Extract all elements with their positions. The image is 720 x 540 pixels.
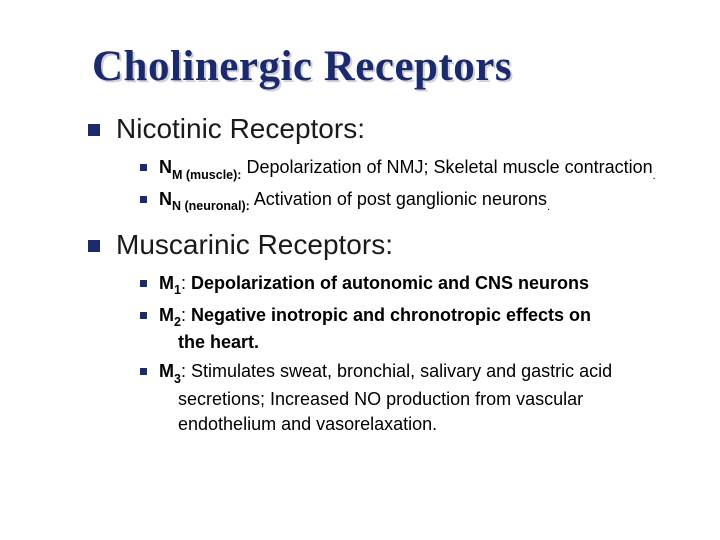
label-main: N — [159, 189, 172, 209]
square-bullet-icon — [140, 280, 147, 287]
item-desc-cont2: endothelium and vasorelaxation. — [178, 412, 612, 437]
item-text: M3: Stimulates sweat, bronchial, salivar… — [159, 359, 612, 437]
colon: : — [181, 361, 191, 381]
square-bullet-icon — [140, 312, 147, 319]
item-desc: Depolarization of NMJ; Skeletal muscle c… — [241, 157, 652, 177]
item-text: NM (muscle): Depolarization of NMJ; Skel… — [159, 155, 656, 183]
square-bullet-icon — [140, 368, 147, 375]
trailing-period: . — [653, 170, 656, 182]
item-text: M2: Negative inotropic and chronotropic … — [159, 303, 591, 356]
label-sub: M (muscle): — [172, 168, 241, 182]
section-nicotinic: Nicotinic Receptors: NM (muscle): Depola… — [88, 113, 720, 215]
list-item: NN (neuronal): Activation of post gangli… — [140, 187, 720, 215]
item-desc: Negative inotropic and chronotropic effe… — [191, 305, 591, 325]
colon: : — [181, 305, 191, 325]
label-main: N — [159, 157, 172, 177]
section-heading: Nicotinic Receptors: — [116, 113, 365, 145]
item-text: M1: Depolarization of autonomic and CNS … — [159, 271, 589, 299]
label-main: M — [159, 273, 174, 293]
item-desc: Depolarization of autonomic and CNS neur… — [191, 273, 589, 293]
slide-title: Cholinergic Receptors — [92, 42, 720, 91]
slide: Cholinergic Receptors Nicotinic Receptor… — [0, 0, 720, 540]
label-sub: N (neuronal): — [172, 199, 250, 213]
item-list: M1: Depolarization of autonomic and CNS … — [140, 271, 720, 437]
colon: : — [181, 273, 191, 293]
item-label: M1 — [159, 273, 181, 293]
label-main: M — [159, 305, 174, 325]
label-sub: 1 — [174, 283, 181, 297]
item-label: M3 — [159, 361, 181, 381]
trailing-period: . — [547, 201, 550, 213]
list-item: M2: Negative inotropic and chronotropic … — [140, 303, 720, 356]
list-item: M3: Stimulates sweat, bronchial, salivar… — [140, 359, 720, 437]
square-bullet-icon — [88, 240, 100, 252]
item-desc-cont: the heart. — [178, 330, 591, 355]
label-sub: 2 — [174, 315, 181, 329]
square-bullet-icon — [140, 196, 147, 203]
label-sub: 3 — [174, 372, 181, 386]
label-main: M — [159, 361, 174, 381]
item-label: M2 — [159, 305, 181, 325]
list-item: M1: Depolarization of autonomic and CNS … — [140, 271, 720, 299]
section-heading: Muscarinic Receptors: — [116, 229, 393, 261]
square-bullet-icon — [88, 124, 100, 136]
item-desc-cont: secretions; Increased NO production from… — [178, 387, 612, 412]
item-text: NN (neuronal): Activation of post gangli… — [159, 187, 550, 215]
section-row: Nicotinic Receptors: — [88, 113, 720, 145]
item-label: NM (muscle): — [159, 157, 241, 177]
section-row: Muscarinic Receptors: — [88, 229, 720, 261]
list-item: NM (muscle): Depolarization of NMJ; Skel… — [140, 155, 720, 183]
square-bullet-icon — [140, 164, 147, 171]
item-desc: Stimulates sweat, bronchial, salivary an… — [191, 361, 612, 381]
item-desc: Activation of post ganglionic neurons — [250, 189, 547, 209]
section-muscarinic: Muscarinic Receptors: M1: Depolarization… — [88, 229, 720, 437]
item-list: NM (muscle): Depolarization of NMJ; Skel… — [140, 155, 720, 215]
item-label: NN (neuronal): — [159, 189, 250, 209]
